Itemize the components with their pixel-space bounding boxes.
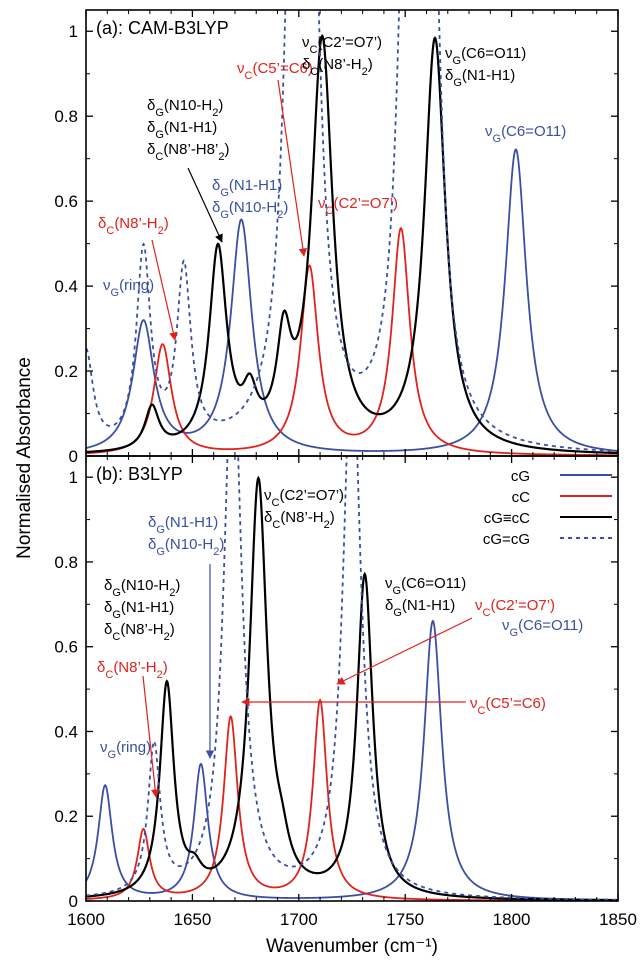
y-tick-label: 0.2 <box>54 362 78 381</box>
mode-annotation-1: νG(ring) <box>103 277 154 299</box>
annotation-line: δG(N10-H2) <box>148 536 224 558</box>
mode-annotation-8: νC(C2’=O7’) <box>336 597 555 685</box>
x-axis-label: Wavenumber (cm⁻¹) <box>266 936 438 957</box>
mode-annotation-8: νG(C6=O11)δG(N1-H1) <box>445 45 526 89</box>
y-tick-label: 0.4 <box>54 722 78 741</box>
series-line-cg-bound-cc <box>86 34 618 455</box>
x-tick-label: 1750 <box>386 910 424 929</box>
y-tick-label: 0.6 <box>54 638 78 657</box>
y-axis-label: Normalised Absorbance <box>14 357 35 559</box>
annotation-line: δG(N1-H1) <box>385 597 455 619</box>
legend: cG cC cG≡cC cG=cG <box>483 468 612 548</box>
annotation-line: δG(N1-H1) <box>104 599 174 621</box>
annotation-line: δC(N8’-H2) <box>97 659 168 681</box>
annotation-line: δC(N8’-H2) <box>104 621 175 643</box>
legend-label: cG=cG <box>483 531 530 548</box>
annotation-line: νC(C5’=C6) <box>237 60 313 82</box>
y-tick-label: 1 <box>69 468 78 487</box>
y-tick-label: 0.8 <box>54 107 78 126</box>
y-tick-label: 0.4 <box>54 277 78 296</box>
mode-annotation-9: νG(C6=O11) <box>485 123 566 145</box>
annotation-line: δC(N8’-H8’2) <box>147 141 229 163</box>
mode-annotation-6: νG(C6=O11) <box>502 617 583 639</box>
annotation-line: νC(C2’=O7’) <box>264 487 344 509</box>
annotation-line: νG(C6=O11) <box>502 617 583 639</box>
series-line-cg <box>86 148 618 452</box>
annotation-line: δG(N1-H1) <box>148 514 218 536</box>
y-tick-label: 1 <box>69 22 78 41</box>
mode-annotation-7: νC(C2’=O7’) <box>318 195 398 217</box>
mode-annotation-2: δG(N1-H1)δG(N10-H2) <box>148 514 224 759</box>
mode-annotation-4: νG(C6=O11)δG(N1-H1) <box>385 575 466 619</box>
y-tick-label: 0 <box>69 447 78 466</box>
annotation-line: δG(N10-H2) <box>104 577 180 599</box>
mode-annotation-3: νC(C2’=O7’)δC(N8’-H2) <box>264 487 344 531</box>
mode-annotation-9: νC(C5’=C6) <box>241 695 546 717</box>
panel-b-b3lyp: 1600 1650 1700 1750 1800 1850 0 0.2 0.4 0.6 0.8 1 (… <box>54 455 637 929</box>
annotation-line: νC(C5’=C6) <box>470 695 546 717</box>
mode-annotation-6: νC(C2’=O7’)δC(N8’-H2) <box>302 34 382 78</box>
legend-item-cg-eq-cg: cG=cG <box>483 531 612 548</box>
annotation-line: δG(N10-H2) <box>212 199 288 221</box>
annotation-line: νG(C6=O11) <box>485 123 566 145</box>
mode-annotation-5: νC(C5’=C6) <box>237 60 313 257</box>
annotation-arrow <box>277 79 308 257</box>
x-tick-label: 1600 <box>67 910 105 929</box>
legend-item-cg-bound-cc: cG≡cC <box>484 510 612 527</box>
panel-b-frame <box>85 455 619 902</box>
series-line-cg-eq-cg <box>86 10 618 452</box>
annotation-line: δG(N1-H1) <box>212 177 282 199</box>
annotation-line: δC(N8’-H2) <box>264 509 335 531</box>
annotation-line: νG(C6=O11) <box>385 575 466 597</box>
annotation-line: δG(N10-H2) <box>147 97 223 119</box>
series-line-cc <box>86 698 618 901</box>
y-tick-label: 0.8 <box>54 553 78 572</box>
annotation-arrow <box>151 239 178 341</box>
annotation-line: νG(C6=O11) <box>445 45 526 67</box>
annotation-line: δG(N1-H1) <box>445 67 515 89</box>
series-line-cg <box>86 619 618 901</box>
annotation-line: νC(C2’=O7’) <box>302 34 382 56</box>
x-tick-label: 1850 <box>599 910 637 929</box>
panel-a-cam-b3lyp: 0 0.2 0.4 0.6 0.8 1 (a): CAM-B3LYP νG(ring) δC… <box>54 9 619 466</box>
y-tick-label: 0.6 <box>54 192 78 211</box>
annotation-arrow <box>142 675 160 798</box>
panel-b-title: (b): B3LYP <box>96 464 183 484</box>
mode-annotation-7: νG(ring) <box>100 739 151 761</box>
x-tick-label: 1800 <box>493 910 531 929</box>
legend-label: cC <box>512 489 531 506</box>
annotation-arrow <box>187 167 223 243</box>
annotation-line: δC(N8’-H2) <box>98 215 169 237</box>
legend-item-cg: cG <box>511 468 612 485</box>
legend-item-cc: cC <box>512 489 612 506</box>
annotation-line: δG(N1-H1) <box>147 119 217 141</box>
annotation-line: δC(N8’-H2) <box>302 56 373 78</box>
mode-annotation-3: δG(N10-H2)δG(N1-H1)δC(N8’-H8’2) <box>147 97 229 243</box>
mode-annotation-4: δG(N1-H1)δG(N10-H2) <box>212 177 288 221</box>
series-line-cg-bound-cc <box>86 475 618 901</box>
legend-label: cG <box>511 468 530 485</box>
mode-annotation-5: δC(N8’-H2) <box>97 659 168 798</box>
annotation-line: νC(C2’=O7’) <box>475 597 555 619</box>
annotation-line: νG(ring) <box>103 277 154 299</box>
y-tick-label: 0.2 <box>54 807 78 826</box>
x-tick-label: 1700 <box>280 910 318 929</box>
legend-label: cG≡cC <box>484 510 530 527</box>
annotation-line: νC(C2’=O7’) <box>318 195 398 217</box>
panel-a-title: (a): CAM-B3LYP <box>96 18 229 38</box>
annotation-arrow <box>336 617 473 685</box>
mode-annotation-1: δG(N10-H2)δG(N1-H1)δC(N8’-H2) <box>104 577 180 643</box>
x-tick-label: 1650 <box>173 910 211 929</box>
annotation-line: νG(ring) <box>100 739 151 761</box>
y-tick-label: 0 <box>69 892 78 911</box>
series-line-cc <box>86 226 618 456</box>
mode-annotation-2: δC(N8’-H2) <box>98 215 178 341</box>
